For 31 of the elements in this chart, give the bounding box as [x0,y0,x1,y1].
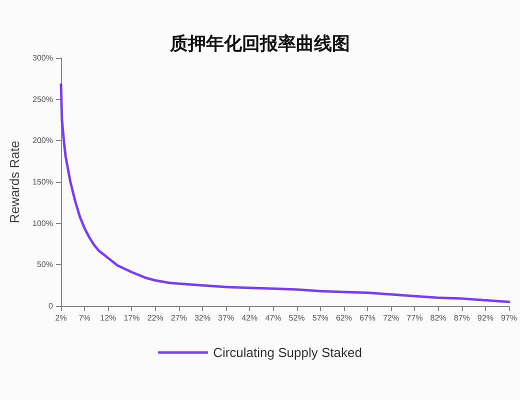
x-tick-label: 77% [406,314,423,322]
x-tick-label: 97% [500,314,517,322]
x-tick-label: 12% [100,314,116,322]
x-tick-label: 22% [147,314,164,322]
y-tick-label: 250% [32,94,53,104]
x-tick-label: 57% [312,314,328,322]
x-tick-label: 7% [78,314,90,322]
x-tick-label: 37% [218,314,234,322]
x-tick-label: 67% [360,314,376,322]
line-series [60,83,510,304]
x-tick-label: 62% [336,314,352,322]
x-tick-label: 17% [124,314,140,322]
y-axis-title: Rewards Rate [7,140,22,224]
y-tick-label: 300% [32,54,53,62]
x-tick-label: 2% [55,314,67,322]
x-tick-label: 47% [265,314,282,322]
x-tick-label: 27% [170,314,187,322]
x-tick-label: 42% [242,314,258,322]
legend-label: Circulating Supply Staked [213,345,362,360]
x-tick-label: 32% [194,314,210,322]
x-tick-label: 92% [477,314,494,322]
x-tick-label: 87% [454,314,470,322]
y-tick-label: 150% [32,178,53,186]
x-tick-label: 52% [288,314,305,322]
y-tick-label: 50% [36,260,53,270]
y-tick-label: 100% [32,218,53,228]
x-tick-label: 82% [430,314,446,322]
x-tick-label: 72% [383,314,400,322]
chart-title: 质押年化回报率曲线图 [169,34,350,54]
y-tick-label: 0 [48,302,54,310]
y-tick-label: 200% [32,136,53,146]
